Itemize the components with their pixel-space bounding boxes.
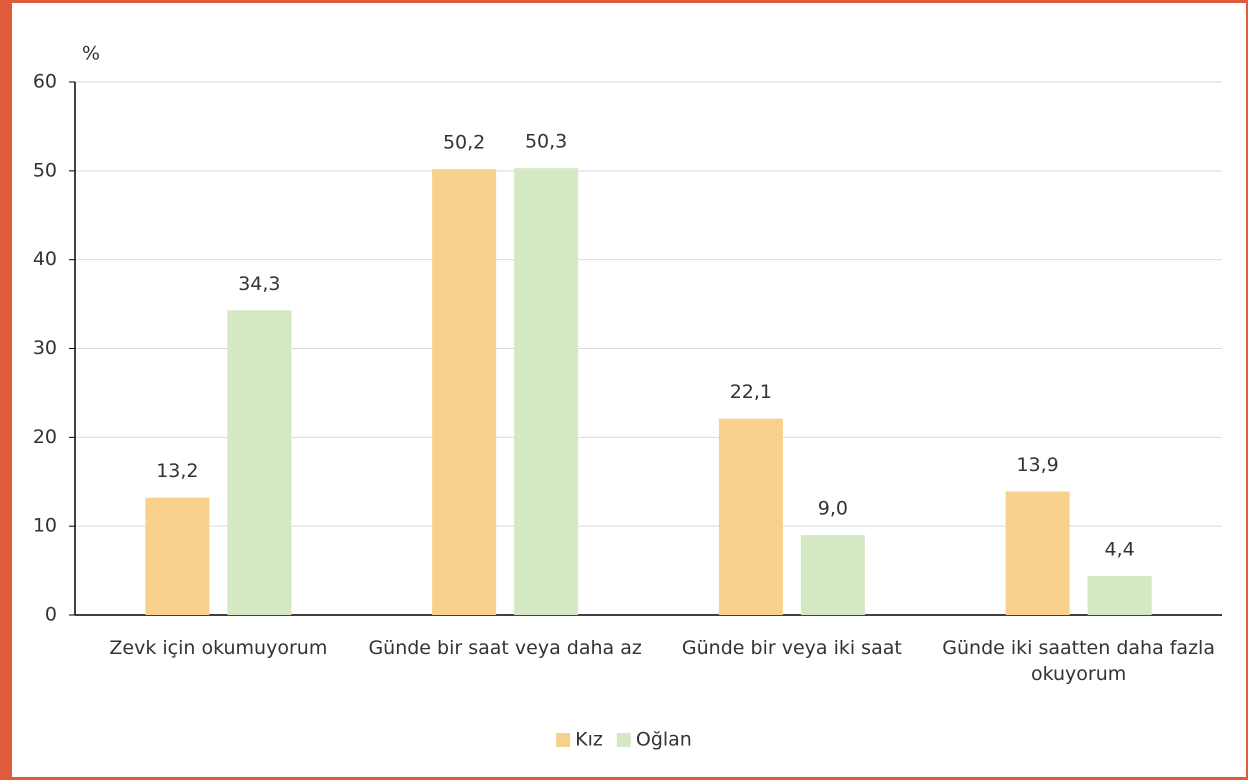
bar: [432, 169, 497, 615]
bar: [227, 310, 292, 615]
frame-left: [0, 0, 12, 780]
bar: [1005, 491, 1070, 615]
bar: [145, 497, 210, 615]
data-label: 13,2: [156, 460, 198, 482]
bar: [514, 168, 579, 615]
bar: [800, 535, 865, 615]
frame-top: [0, 0, 1248, 3]
x-tick-label: Zevk için okumuyorum: [109, 637, 328, 659]
y-tick-label: 40: [33, 248, 57, 270]
y-tick-label: 30: [33, 337, 57, 359]
y-tick-label: 60: [33, 71, 57, 93]
data-label: 50,3: [525, 131, 567, 153]
data-label: 34,3: [238, 273, 280, 295]
x-tick-label: Günde bir veya iki saat: [681, 637, 902, 659]
legend-label: Oğlan: [636, 729, 692, 751]
frame-bottom: [0, 777, 1248, 780]
legend-swatch: [556, 733, 571, 747]
bar: [1087, 575, 1152, 615]
data-label: 13,9: [1016, 454, 1058, 476]
data-label: 9,0: [818, 498, 848, 520]
x-tick-label: Günde bir saat veya daha az: [368, 637, 642, 659]
frame-right: [1246, 0, 1248, 780]
y-tick-label: 10: [33, 515, 57, 537]
y-tick-label: 20: [33, 426, 57, 448]
bar: [718, 418, 783, 615]
legend-swatch: [616, 733, 631, 747]
x-tick-label: Günde iki saatten daha fazla okuyorum: [942, 637, 1215, 685]
legend-label: Kız: [575, 729, 603, 751]
y-tick-label: 0: [45, 604, 57, 626]
data-label: 4,4: [1105, 538, 1135, 560]
y-tick-label: 50: [33, 159, 57, 181]
y-axis-label: %: [82, 43, 100, 65]
data-label: 50,2: [443, 132, 485, 154]
data-label: 22,1: [730, 381, 772, 403]
